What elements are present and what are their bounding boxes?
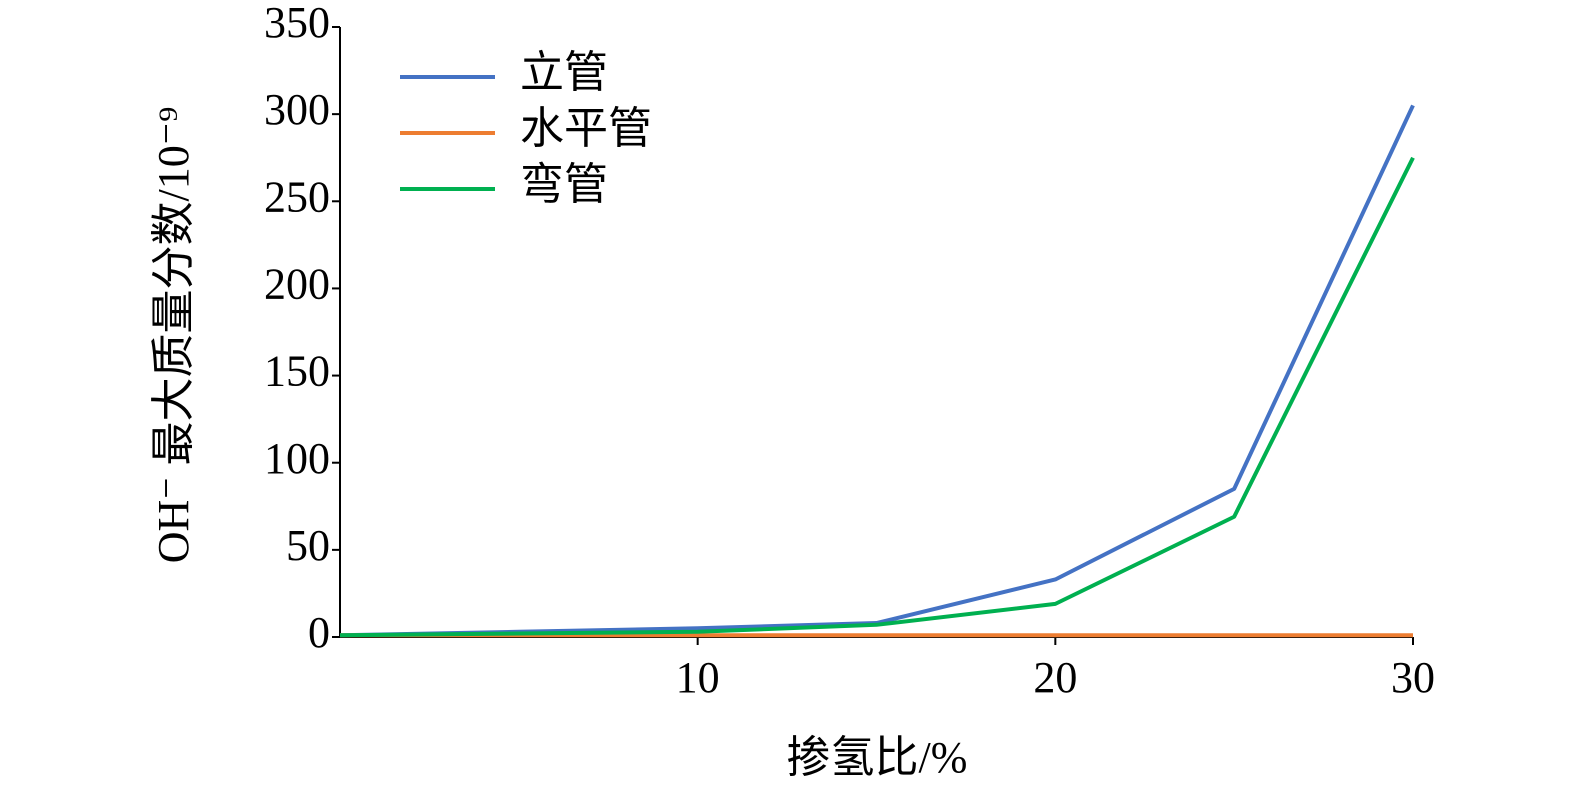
- y-tick-label: 200: [264, 260, 330, 309]
- y-tick-label: 0: [308, 608, 330, 657]
- y-tick-label: 150: [264, 347, 330, 396]
- data-line: [339, 156, 1415, 638]
- x-tick-label: 30: [1391, 653, 1435, 702]
- y-tick-label: 250: [264, 172, 330, 221]
- legend-label: 立管: [520, 48, 608, 97]
- y-tick-label: 350: [264, 0, 330, 47]
- y-tick-label: 100: [264, 434, 330, 483]
- legend-label: 水平管: [520, 104, 652, 153]
- x-tick-label: 20: [1033, 653, 1077, 702]
- x-axis-label: 掺氢比/%: [787, 733, 968, 782]
- data-line: [339, 104, 1415, 638]
- y-tick-label: 50: [286, 521, 330, 570]
- y-axis-label: OH⁻ 最大质量分数/10⁻⁹: [149, 107, 198, 564]
- x-tick-label: 10: [676, 653, 720, 702]
- y-tick-label: 300: [264, 85, 330, 134]
- legend-label: 弯管: [520, 160, 608, 209]
